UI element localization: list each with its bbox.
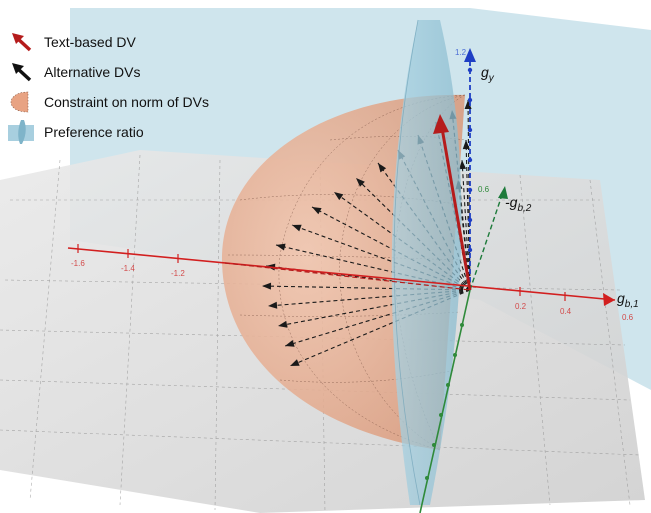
x-tick-label: -1.4 <box>121 264 135 273</box>
x-tick-label: -1.2 <box>171 269 185 278</box>
alternative-dv-line <box>461 159 471 291</box>
x-axis-arrowhead <box>603 293 615 306</box>
alternative-dv-line <box>284 289 471 347</box>
x-tick-label: 0.2 <box>515 302 527 311</box>
alternative-dv-arrowhead <box>268 301 278 309</box>
alternative-dv-line <box>267 289 471 307</box>
x-axis <box>67 247 616 301</box>
alternative-dv-arrowhead <box>276 243 286 251</box>
text-based-dv-head <box>433 114 449 134</box>
blue-cone-icon <box>8 120 36 144</box>
x-tick-label: -1.6 <box>71 259 85 268</box>
y-axis-arrowhead <box>464 48 476 62</box>
alternative-dv-arrowhead <box>278 320 288 328</box>
alternative-dv-arrowhead <box>312 207 322 215</box>
legend-label: Preference ratio <box>44 124 144 140</box>
black-arrow-icon <box>8 60 36 84</box>
b2-axis <box>469 191 504 291</box>
alternative-dv-arrowhead <box>285 340 295 347</box>
alternative-dv-line <box>277 289 471 327</box>
alternative-dv-arrowhead <box>464 100 472 110</box>
legend-label: Constraint on norm of DVs <box>44 94 209 110</box>
alternative-dv-line <box>275 244 471 291</box>
text-based-dv <box>440 127 472 291</box>
b2-tick-label: 0.6 <box>478 185 490 194</box>
legend-item-constraint: Constraint on norm of DVs <box>8 90 209 114</box>
alternative-dv-arrowhead <box>292 224 302 232</box>
legend-item-preference-ratio: Preference ratio <box>8 120 144 144</box>
y-tick-label: 1.2 <box>455 48 467 57</box>
legend-label: Alternative DVs <box>44 64 141 80</box>
green-axis-dots <box>425 323 464 480</box>
text-based-dv-dashed <box>454 204 471 291</box>
alternative-dv-arrowhead <box>262 282 272 290</box>
y-axis-dots <box>467 67 473 253</box>
gb2-axis-label: -gb,2 <box>505 194 532 214</box>
alternative-dv-arrowhead <box>462 140 470 150</box>
b2-axis-arrowhead <box>498 186 508 199</box>
alternative-dv-line <box>289 289 471 367</box>
alternative-dv-arrowhead <box>334 192 344 201</box>
x-tick-label: 0.6 <box>622 313 634 322</box>
x-axis-dashed <box>224 262 471 291</box>
preference-cone-edge <box>393 19 421 506</box>
gy-axis-label: gy <box>481 64 494 84</box>
legend-item-alternative-dvs: Alternative DVs <box>8 60 140 84</box>
alternative-dv-arrowhead <box>290 359 300 366</box>
alternative-dv-arrowhead <box>378 163 387 173</box>
alternative-dv-arrowhead <box>356 178 365 187</box>
alternative-dv-arrowhead <box>459 160 467 170</box>
hemisphere-icon <box>8 90 36 114</box>
red-arrow-icon <box>8 30 36 54</box>
gb1-axis-label: gb,1 <box>617 290 639 310</box>
green-axis <box>419 289 471 513</box>
legend-item-text-based-dv: Text-based DV <box>8 30 136 54</box>
x-axis-ticks <box>77 244 566 301</box>
x-tick-label: 0.4 <box>560 307 572 316</box>
legend-label: Text-based DV <box>44 34 136 50</box>
legend: Text-based DV Alternative DVs Constraint… <box>8 30 308 150</box>
